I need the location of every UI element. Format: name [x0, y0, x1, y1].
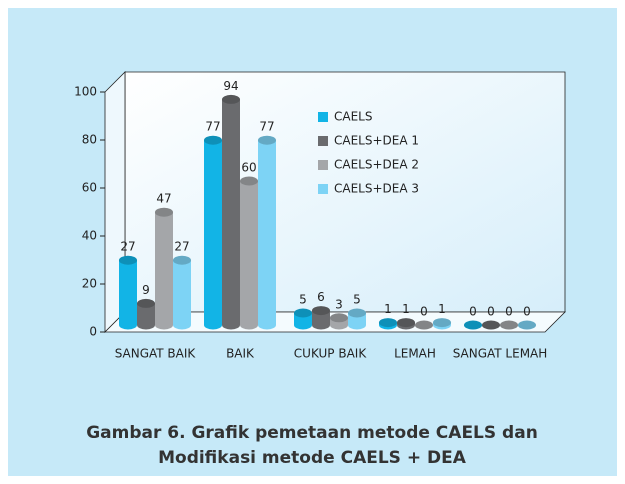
bar	[119, 260, 137, 330]
bar-top	[119, 255, 137, 265]
bar-top	[482, 320, 500, 330]
bar	[240, 181, 258, 330]
value-label: 0	[505, 305, 513, 319]
legend-label: CAELS+DEA 1	[334, 134, 419, 148]
value-label: 27	[120, 240, 135, 254]
value-label: 94	[223, 79, 238, 93]
bar-top	[500, 320, 518, 330]
bar-top	[433, 318, 451, 328]
value-label: 9	[142, 283, 150, 297]
x-tick-label: SANGAT LEMAH	[453, 347, 548, 361]
bar	[294, 313, 312, 330]
bar-top	[294, 308, 312, 318]
bar-top	[240, 176, 258, 186]
x-tick-label: SANGAT BAIK	[115, 347, 197, 361]
value-label: 77	[205, 120, 220, 134]
bar	[222, 99, 240, 330]
value-label: 27	[174, 240, 189, 254]
bar-top	[258, 135, 276, 145]
value-label: 5	[299, 293, 307, 307]
x-tick-label: CUKUP BAIK	[294, 347, 368, 361]
legend-swatch	[318, 136, 328, 146]
bar	[155, 212, 173, 330]
value-label: 47	[156, 192, 171, 206]
y-tick-label: 20	[82, 277, 97, 291]
y-tick-label: 80	[82, 133, 97, 147]
bar-top	[312, 306, 330, 316]
bar-top	[415, 320, 433, 330]
bar-top	[348, 308, 366, 318]
y-tick-label: 0	[89, 325, 97, 339]
bar-top	[518, 320, 536, 330]
value-label: 77	[259, 120, 274, 134]
x-tick-label: BAIK	[226, 347, 255, 361]
legend-swatch	[318, 112, 328, 122]
bar-top	[204, 135, 222, 145]
bar	[204, 140, 222, 330]
bar	[348, 313, 366, 330]
legend-swatch	[318, 160, 328, 170]
caption: Modifikasi metode CAELS + DEA	[158, 448, 467, 468]
value-label: 0	[469, 305, 477, 319]
value-label: 60	[241, 161, 256, 175]
bar	[173, 260, 191, 330]
y-tick-label: 40	[82, 229, 97, 243]
value-label: 6	[317, 290, 325, 304]
value-label: 0	[523, 305, 531, 319]
bar-top	[173, 255, 191, 265]
bar-top	[464, 320, 482, 330]
bar-top	[397, 318, 415, 328]
bar	[137, 303, 155, 330]
value-label: 1	[384, 302, 392, 316]
value-label: 1	[402, 302, 410, 316]
bar	[312, 310, 330, 330]
bar-top	[155, 207, 173, 217]
bar	[258, 140, 276, 330]
y-tick-label: 60	[82, 181, 97, 195]
value-label: 0	[487, 305, 495, 319]
bar-top	[222, 94, 240, 104]
bar-top	[379, 318, 397, 328]
bar-top	[137, 298, 155, 308]
x-tick-label: LEMAH	[394, 347, 436, 361]
legend-swatch	[318, 184, 328, 194]
legend-label: CAELS+DEA 3	[334, 182, 419, 196]
caption: Gambar 6. Grafik pemetaan metode CAELS d…	[86, 423, 538, 443]
value-label: 0	[420, 305, 428, 319]
legend-label: CAELS+DEA 2	[334, 158, 419, 172]
value-label: 1	[438, 302, 446, 316]
bar-top	[330, 313, 348, 323]
value-label: 3	[335, 297, 343, 311]
value-label: 5	[353, 293, 361, 307]
legend-label: CAELS	[334, 110, 372, 124]
y-tick-label: 100	[74, 85, 97, 99]
